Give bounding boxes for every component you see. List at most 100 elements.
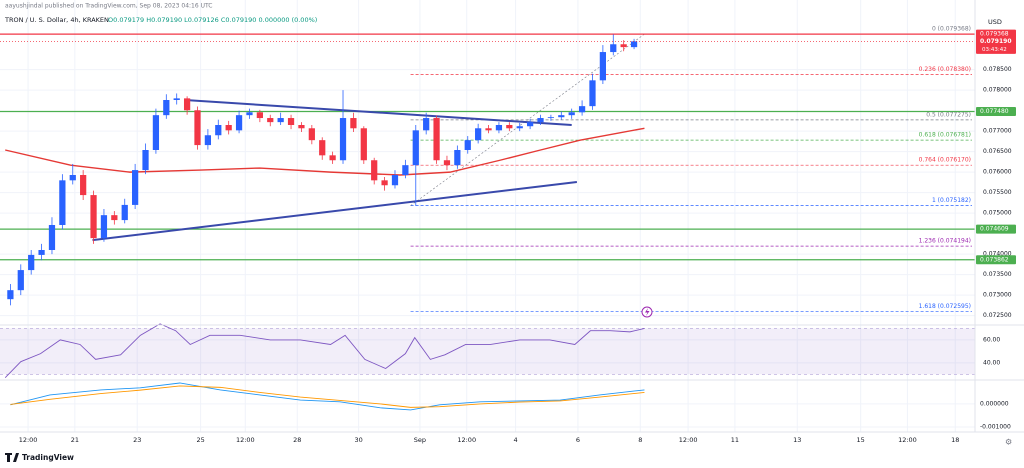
candle-body bbox=[329, 155, 336, 161]
y-tick-label: 0.076500 bbox=[983, 148, 1012, 155]
level-price-box bbox=[976, 255, 1016, 265]
candle-body bbox=[17, 270, 24, 291]
y-tick-label: 0.073000 bbox=[983, 292, 1012, 299]
candle-body bbox=[132, 170, 139, 205]
x-tick-label: 12:00 bbox=[679, 436, 698, 444]
x-tick-label: 30 bbox=[354, 436, 362, 444]
candle-body bbox=[423, 118, 430, 131]
level-price-label: 0.079368 bbox=[980, 31, 1009, 38]
branding: TradingView bbox=[22, 453, 74, 462]
currency: USD bbox=[988, 18, 1002, 26]
x-tick-label: 28 bbox=[293, 436, 301, 444]
y-tick-label: 0.077000 bbox=[983, 128, 1012, 135]
macd-line bbox=[10, 382, 645, 411]
candle-body bbox=[277, 118, 284, 123]
candle-body bbox=[163, 100, 170, 116]
candle-body bbox=[547, 117, 555, 119]
countdown: 03:43:42 bbox=[982, 47, 1007, 53]
rsi-band bbox=[0, 328, 975, 375]
candle-body bbox=[225, 125, 232, 131]
candle-body bbox=[412, 130, 419, 166]
candle-body bbox=[454, 150, 461, 166]
candle-body bbox=[28, 254, 35, 271]
candle-body bbox=[443, 160, 451, 166]
fib-label: 1.618 (0.072595) bbox=[919, 303, 971, 310]
candle-body bbox=[194, 110, 201, 146]
candle-body bbox=[495, 125, 503, 131]
candle-body bbox=[506, 125, 513, 129]
y-tick-label: -0.001000 bbox=[980, 423, 1011, 430]
plot: 0 (0.079368) 0.236 (0.078380) 0.5 (0.07727… bbox=[0, 26, 975, 411]
x-tick-label: 21 bbox=[71, 436, 79, 444]
x-tick-label: 12:00 bbox=[236, 436, 255, 444]
y-tick-label: 0.000000 bbox=[980, 400, 1009, 407]
candle-body bbox=[620, 44, 627, 48]
y-tick-label: 0.076000 bbox=[983, 169, 1012, 176]
level-price-label: 0.074609 bbox=[980, 226, 1009, 233]
candle-body bbox=[287, 118, 295, 125]
candle-body bbox=[111, 215, 118, 221]
y-tick-label: 0.078500 bbox=[983, 66, 1012, 73]
candle-body bbox=[235, 115, 243, 131]
candle-body bbox=[215, 125, 222, 136]
candle-body bbox=[319, 140, 326, 156]
candle-body bbox=[537, 118, 544, 123]
x-tick-label: 6 bbox=[576, 436, 580, 444]
candle-body bbox=[308, 128, 315, 141]
candle-body bbox=[599, 52, 606, 81]
level-price-label: 0.073862 bbox=[980, 256, 1009, 263]
publisher: aayushjindal published on TradingView.co… bbox=[5, 3, 212, 10]
candle-body bbox=[350, 118, 357, 129]
y-tick-label: 60.00 bbox=[983, 336, 1000, 343]
level-price-box bbox=[976, 106, 1016, 116]
candle-body bbox=[173, 98, 180, 100]
x-tick-label: 18 bbox=[951, 436, 959, 444]
y-tick-label: 0.074000 bbox=[983, 251, 1012, 258]
candle-body bbox=[568, 112, 575, 116]
trendline bbox=[184, 99, 572, 126]
settings-icon: ⚙ bbox=[1005, 438, 1012, 447]
x-tick-label: 8 bbox=[638, 436, 642, 444]
candle-body bbox=[246, 112, 253, 116]
x-tick-label: 4 bbox=[513, 436, 517, 444]
candle-body bbox=[464, 140, 471, 150]
trendline bbox=[92, 180, 578, 242]
fib-label: 0.5 (0.077275) bbox=[926, 111, 971, 118]
fib-label: 0.618 (0.076781) bbox=[919, 132, 971, 139]
candle-body bbox=[100, 215, 108, 239]
candle-body bbox=[80, 175, 87, 196]
rsi-line bbox=[4, 323, 645, 379]
y-tick-label: 0.078000 bbox=[983, 87, 1012, 94]
candle-body bbox=[371, 160, 378, 181]
candle-body bbox=[381, 180, 388, 186]
candle-body bbox=[121, 204, 128, 221]
y-tick-label: 0.075000 bbox=[983, 210, 1012, 217]
y-tick-label: 0.075500 bbox=[983, 189, 1012, 196]
fib-label: 0.764 (0.076170) bbox=[919, 157, 971, 164]
candle-body bbox=[589, 80, 596, 107]
candle-body bbox=[7, 290, 14, 300]
candle-body bbox=[38, 250, 45, 255]
candle-body bbox=[339, 118, 347, 161]
fib-label: 0.236 (0.078380) bbox=[919, 66, 971, 73]
last-price-box bbox=[976, 36, 1016, 54]
candle-body bbox=[630, 41, 638, 48]
candle-body bbox=[516, 126, 523, 129]
candle-body bbox=[526, 122, 534, 127]
candle-body bbox=[48, 225, 56, 250]
x-tick-label: 12:00 bbox=[898, 436, 917, 444]
fib-label: 1 (0.075182) bbox=[932, 197, 971, 204]
candle-body bbox=[360, 128, 367, 161]
candle-body bbox=[69, 175, 76, 181]
x-tick-label: 25 bbox=[196, 436, 204, 444]
x-tick-label: 23 bbox=[133, 436, 141, 444]
x-tick-label: 12:00 bbox=[19, 436, 38, 444]
candle-body bbox=[578, 106, 586, 113]
x-tick-label: 12:00 bbox=[457, 436, 476, 444]
level-price-box bbox=[976, 29, 1016, 39]
candle-body bbox=[142, 150, 149, 171]
fib-label: 0 (0.079368) bbox=[932, 26, 971, 33]
x-tick-label: 15 bbox=[857, 436, 865, 444]
y-tick-label: 40.00 bbox=[983, 359, 1000, 366]
